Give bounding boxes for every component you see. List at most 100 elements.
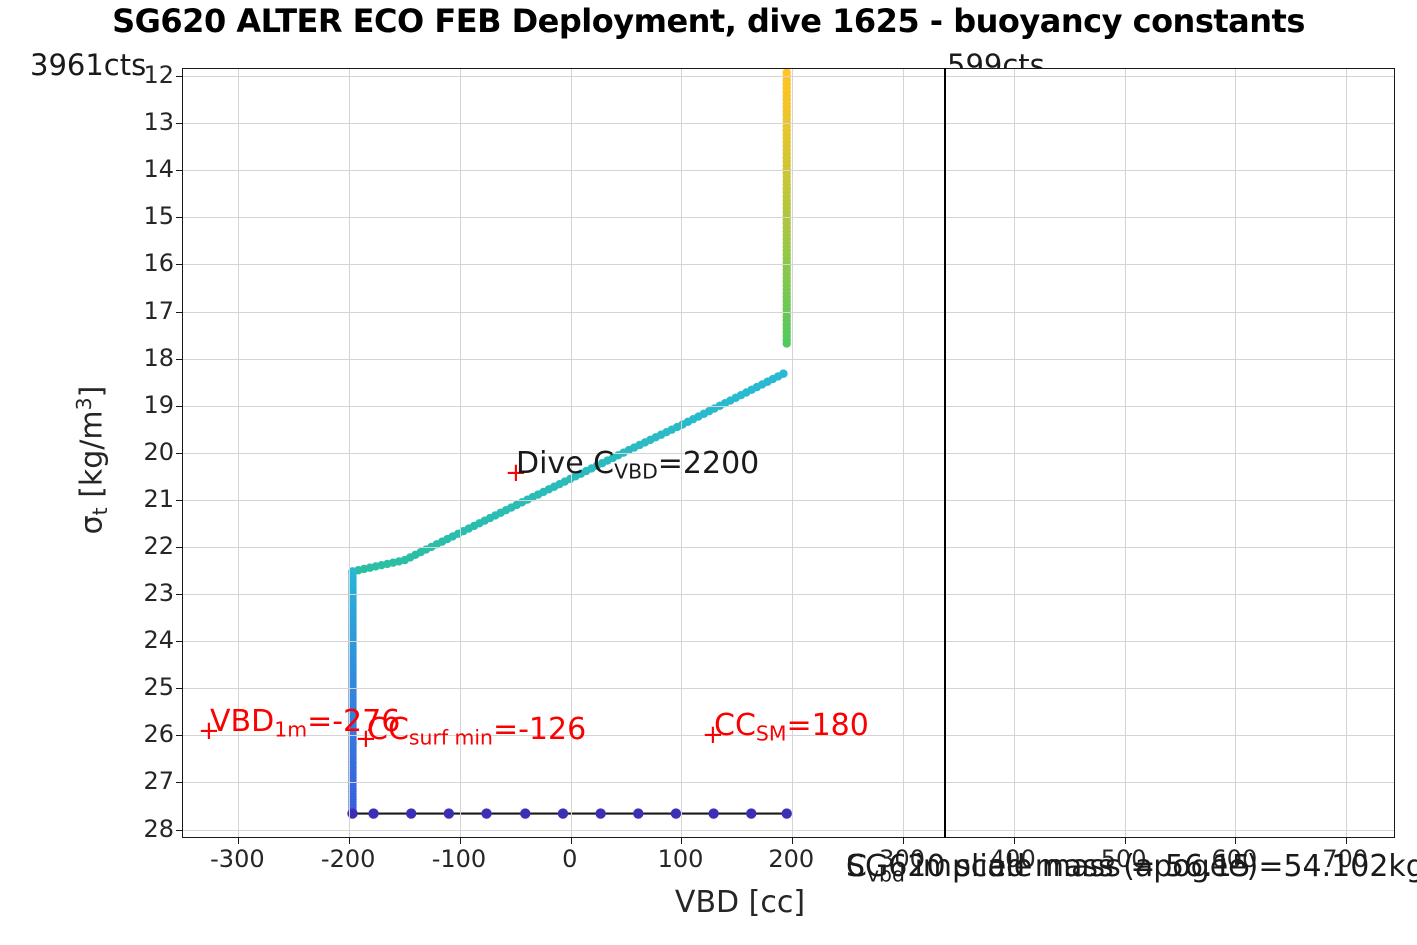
x-axis-tick xyxy=(903,837,905,844)
data-point xyxy=(481,808,492,819)
cvbd-implied-mass-text: implied mass (apogee)=54.102kg xyxy=(904,849,1417,884)
x-axis-tick-label: -300 xyxy=(210,845,265,873)
data-point xyxy=(781,808,792,819)
dive-cvbd-subscript: VBD xyxy=(614,459,658,484)
cts-left-label: 3961cts xyxy=(30,48,147,82)
x-axis-tick-label: 500 xyxy=(1100,845,1147,873)
y-axis-tick xyxy=(176,735,183,737)
y-axis-tick-label: 15 xyxy=(143,202,174,231)
gridline-horizontal xyxy=(183,829,1394,831)
x-axis-tick-label: 100 xyxy=(657,845,704,873)
y-axis-tick-label: 23 xyxy=(143,579,174,608)
x-axis-tick-label: 300 xyxy=(879,845,925,873)
x-axis-tick-label: 200 xyxy=(768,845,815,873)
x-axis-label: VBD [cc] xyxy=(674,885,806,920)
x-axis-tick xyxy=(681,837,683,844)
vbd-1m-annotation: VBD1m=-276 xyxy=(210,704,400,742)
gridline-horizontal xyxy=(183,405,1394,407)
gridline-horizontal xyxy=(183,452,1394,454)
cc-surf-min-value: =-126 xyxy=(492,712,587,747)
cvbd-implied-mass-prefix: C xyxy=(846,849,867,884)
y-axis-tick-label: 22 xyxy=(143,532,174,560)
x-axis-tick xyxy=(1346,837,1348,844)
y-axis-tick xyxy=(176,405,183,407)
gridline-horizontal xyxy=(183,735,1394,737)
x-axis-tick xyxy=(1124,837,1126,844)
gridline-horizontal xyxy=(183,76,1394,78)
x-axis-tick xyxy=(570,837,572,844)
x-axis-tick-label: -200 xyxy=(320,845,376,873)
cc-sm-value: =180 xyxy=(786,708,869,743)
scale-mass-annotation: SG620 scale mass = 56.15 xyxy=(846,849,1251,884)
data-point xyxy=(708,808,719,819)
y-axis-tick-label: 16 xyxy=(143,249,174,278)
y-axis-tick-label: 13 xyxy=(143,108,174,137)
y-axis-tick xyxy=(176,641,183,643)
y-axis-tick xyxy=(176,782,183,784)
data-point xyxy=(633,808,644,819)
y-axis-tick-label: 14 xyxy=(143,155,174,184)
cc-sm-plus-icon: + xyxy=(702,720,724,750)
cvbd-implied-mass-subscript: vbd xyxy=(866,862,905,887)
dive-cvbd-plus-icon: + xyxy=(505,458,527,488)
y-axis-tick xyxy=(176,358,183,360)
y-axis-tick xyxy=(176,217,183,219)
data-point xyxy=(406,808,417,819)
x-axis-tick-label: 0 xyxy=(562,845,578,873)
plot-area xyxy=(176,68,1395,844)
y-axis-tick xyxy=(176,829,183,831)
y-axis-label-sigma: σ xyxy=(74,515,110,535)
gridline-horizontal xyxy=(183,123,1394,125)
x-axis-tick xyxy=(1013,837,1015,844)
x-axis-tick xyxy=(1235,837,1237,844)
page-title: SG620 ALTER ECO FEB Deployment, dive 162… xyxy=(112,2,1305,40)
vbd-1m-value: =-276 xyxy=(307,704,401,739)
y-axis-label-unit-post: ] xyxy=(74,385,110,398)
data-point xyxy=(520,808,531,819)
dive-cvbd-value: =2200 xyxy=(657,446,760,481)
y-axis-tick-label: 21 xyxy=(143,484,174,513)
cts-599-vline xyxy=(944,68,946,838)
x-axis-tick-label: 600 xyxy=(1211,845,1258,873)
y-axis-tick xyxy=(176,594,183,596)
gridline-horizontal xyxy=(183,641,1394,643)
cc-surf-min-prefix: CC xyxy=(367,712,409,747)
cc-surf-min-plus-icon: + xyxy=(355,724,377,754)
y-axis-tick-label: 27 xyxy=(143,767,174,796)
gridline-horizontal xyxy=(183,594,1394,596)
dive-cvbd-prefix: Dive C xyxy=(516,446,615,481)
vbd-1m-plus-icon: + xyxy=(198,716,220,746)
cc-sm-subscript: SM xyxy=(755,721,787,746)
dive-cvbd-annotation: Dive CVBD=2200 xyxy=(516,446,759,484)
y-axis-tick-label: 25 xyxy=(143,673,174,702)
y-axis-label: σt [kg/m3] xyxy=(72,386,112,535)
gridline-horizontal xyxy=(183,264,1394,266)
vbd-1m-subscript: 1m xyxy=(274,717,308,742)
data-point xyxy=(670,808,682,819)
x-axis-tick-label: -100 xyxy=(431,845,487,873)
y-axis-tick-label: 26 xyxy=(143,720,174,749)
cvbd-implied-mass-annotation: Cvbd implied mass (apogee)=54.102kg xyxy=(846,849,1417,887)
gridline-horizontal xyxy=(183,217,1394,219)
gridline-horizontal xyxy=(183,311,1394,313)
data-point xyxy=(443,808,455,819)
y-axis-tick xyxy=(176,688,183,690)
y-axis-tick xyxy=(176,499,183,501)
gridline-horizontal xyxy=(183,688,1394,690)
x-axis-tick xyxy=(459,837,461,844)
y-axis-tick xyxy=(176,123,183,125)
data-point xyxy=(782,339,791,348)
x-axis-tick-label: 700 xyxy=(1322,845,1369,873)
cc-sm-annotation: CCSM=180 xyxy=(714,708,869,746)
x-axis-tick-label: 400 xyxy=(989,845,1036,873)
gridline-horizontal xyxy=(183,547,1394,548)
y-axis-tick-label: 17 xyxy=(143,296,174,325)
y-axis-tick xyxy=(176,311,183,313)
data-point xyxy=(557,808,569,819)
y-axis-tick xyxy=(176,76,183,78)
y-axis-tick xyxy=(176,170,183,172)
y-axis-tick-label: 12 xyxy=(143,61,174,90)
cc-surf-min-annotation: CCsurf min=-126 xyxy=(367,712,586,750)
y-axis-tick xyxy=(176,264,183,266)
cc-surf-min-subscript: surf min xyxy=(408,725,493,750)
